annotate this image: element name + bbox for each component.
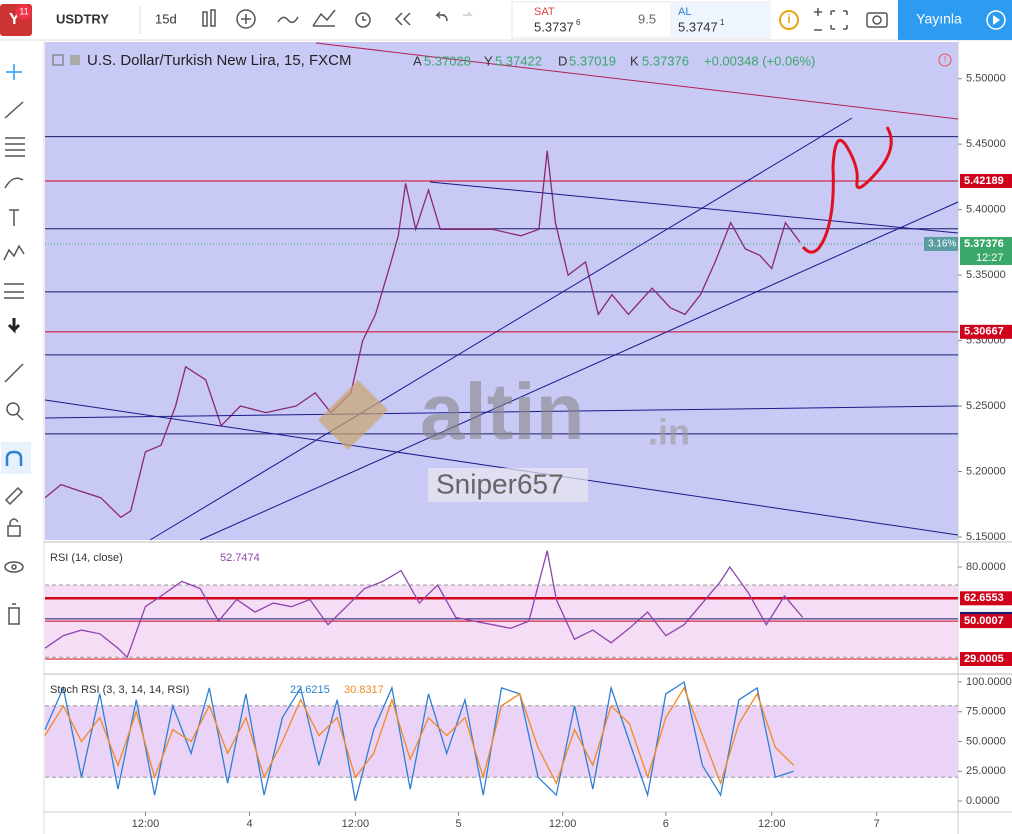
trend-lines (44, 42, 959, 541)
sell-label[interactable]: SAT (534, 6, 555, 18)
change-tag (924, 236, 958, 251)
level-tag-label: 50.0007 (964, 615, 1004, 627)
symbol[interactable]: USDTRY (56, 11, 109, 26)
price-pane (45, 42, 958, 540)
change-tag-label: 3.16% (928, 239, 956, 250)
band-fill (45, 705, 958, 778)
level-tag (960, 173, 1012, 188)
level-tag-label: 29.0005 (964, 653, 1004, 665)
rsi-current: 52.7474 (220, 552, 260, 564)
close-value: 5.37376 (642, 53, 689, 68)
publish-label[interactable]: Yayınla (916, 11, 962, 27)
series-line (44, 550, 804, 659)
y-tick-label: 5.20000 (966, 465, 1006, 477)
info-icon[interactable] (779, 10, 799, 30)
legend: U.S. Dollar/Turkish New Lira, 15, FXCM A… (52, 52, 952, 69)
interval[interactable]: 15d (155, 11, 177, 26)
low-value: 5.37019 (569, 53, 616, 68)
y-tick-label: 100.0000 (966, 676, 1012, 688)
x-tick-label: 4 (246, 818, 252, 830)
x-tick-label: 7 (874, 818, 880, 830)
last-price-tag (960, 236, 1012, 265)
stoch-title: Stoch RSI (3, 3, 14, 14, RSI) (50, 684, 189, 696)
spread: 9.5 (638, 11, 656, 26)
stoch-d-current: 30.8317 (344, 684, 384, 696)
y-tick-label: 80.0000 (966, 561, 1006, 573)
svg-text:!: ! (944, 54, 947, 64)
watermark-domain: .in (648, 412, 690, 453)
high-value: 5.37422 (495, 53, 542, 68)
series-line (44, 686, 795, 786)
x-tick-label: 6 (663, 818, 669, 830)
level-tag (960, 591, 1012, 606)
x-tick-label: 12:00 (549, 818, 577, 830)
y-tick-label: 5.50000 (966, 73, 1006, 85)
badge (16, 4, 32, 20)
left-toolbar (0, 41, 44, 834)
top-toolbar (0, 0, 1012, 40)
watermark-brand: altin (420, 367, 584, 456)
svg-text:i: i (787, 12, 790, 26)
legend-title: U.S. Dollar/Turkish New Lira, 15, FXCM (87, 52, 352, 69)
svg-text:Y: Y (9, 11, 20, 28)
drawing-tools[interactable] (1, 64, 31, 625)
sell-pip: 6 (576, 18, 581, 27)
y-tick-label: 5.40000 (966, 204, 1006, 216)
rsi-title: RSI (14, close) (50, 552, 123, 564)
open-value: 5.37028 (424, 53, 471, 68)
level-tag-label: 5.42189 (964, 175, 1004, 187)
high-label: Y (484, 53, 493, 68)
y-tick-label: 50.0000 (966, 735, 1006, 747)
badge-count: 11 (19, 6, 28, 16)
buy-pip: 1 (720, 18, 725, 27)
series-line (44, 680, 794, 802)
publish-button[interactable] (898, 0, 980, 40)
y-tick-label: 5.45000 (966, 138, 1006, 150)
y-tick-label: 5.35000 (966, 269, 1006, 281)
level-tag-label: 5.30667 (964, 326, 1004, 338)
stoch-k-current: 22.6215 (290, 684, 330, 696)
x-tick-label: 12:00 (132, 818, 160, 830)
sell-price[interactable]: 5.3737 (534, 19, 574, 34)
watermark: altin .in Sniper657 (318, 367, 690, 502)
y-tick-label: 75.0000 (966, 706, 1006, 718)
buy-label[interactable]: AL (678, 6, 691, 18)
level-tag (960, 614, 1012, 629)
level-tag (960, 324, 1012, 339)
change: +0.00348 (+0.06%) (704, 53, 815, 68)
y-tick-label: 5.25000 (966, 400, 1006, 412)
toolbar-icons[interactable] (202, 9, 473, 29)
y-tick-label: 25.0000 (966, 765, 1006, 777)
y-tick-label: 5.15000 (966, 531, 1006, 543)
series-line (44, 150, 801, 519)
x-tick-label: 5 (456, 818, 462, 830)
chart-layer: 5.500005.450005.400005.350005.300005.250… (44, 73, 1012, 830)
last-price-label: 5.37376 (964, 238, 1004, 250)
close-label: K (630, 53, 639, 68)
level-tag (960, 652, 1012, 667)
y-tick-label: 0.0000 (966, 795, 1000, 807)
x-tick-label: 12:00 (758, 818, 786, 830)
author: Sniper657 (436, 468, 564, 499)
buy-price[interactable]: 5.3747 (678, 19, 718, 34)
toolbar-icons-right[interactable] (814, 8, 888, 31)
countdown: 12:27 (976, 252, 1004, 264)
open-label: A (413, 53, 422, 68)
level-tag-label: 62.6553 (964, 592, 1004, 604)
x-tick-label: 12:00 (342, 818, 370, 830)
low-label: D (558, 53, 567, 68)
